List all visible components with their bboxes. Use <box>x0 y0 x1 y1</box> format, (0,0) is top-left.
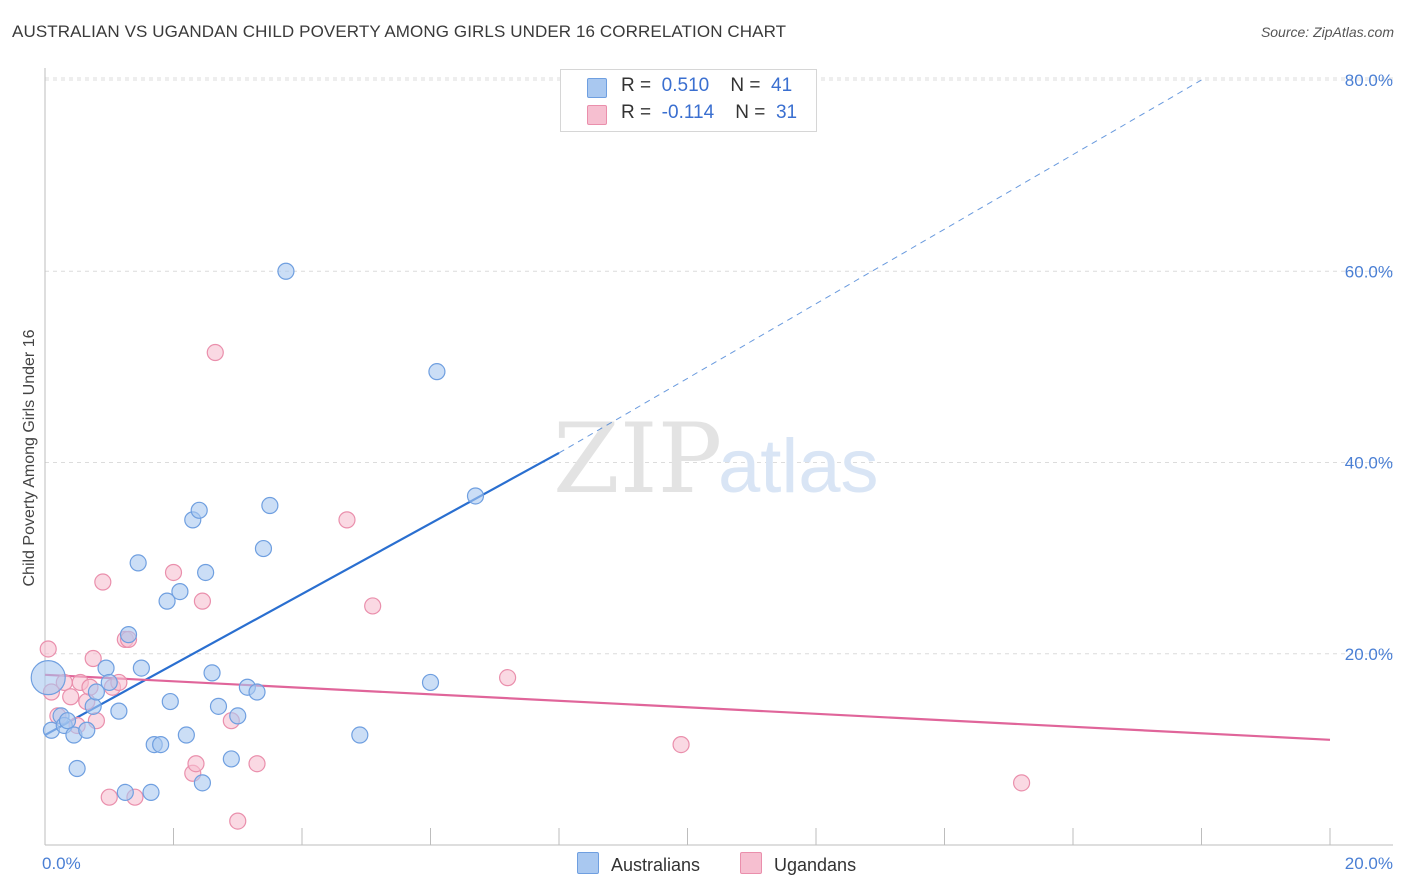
bottom-legend-ugandans: Ugandans <box>740 852 856 876</box>
australians-point <box>110 702 128 720</box>
australians-point <box>177 726 195 744</box>
legend: R = 0.510 N = 41 R = -0.114 N = 31 <box>560 69 817 132</box>
australians-point <box>68 759 86 778</box>
australians-point <box>100 673 118 692</box>
ugandans-point <box>187 755 205 773</box>
legend-n-label: N = <box>730 75 761 96</box>
tick-labels: 20.0% 40.0% 60.0% 80.0% 0.0% 20.0% <box>42 71 1393 873</box>
y-tick-label: 40.0% <box>1345 454 1393 473</box>
legend-n-value: 41 <box>771 75 793 96</box>
australians-point <box>421 673 440 692</box>
australians-point <box>78 721 96 739</box>
watermark-zip: ZIP <box>553 403 722 515</box>
bottom-legend-australians: Australians <box>577 852 700 876</box>
bottom-legend-label: Ugandans <box>774 855 857 875</box>
y-tick-label: 60.0% <box>1345 262 1393 281</box>
ugandans-point <box>94 573 112 591</box>
australians-point <box>171 582 189 601</box>
australians-point <box>248 683 266 701</box>
australians-point <box>466 487 485 505</box>
ugandans-point <box>248 755 266 773</box>
y-tick-label: 20.0% <box>1345 645 1393 664</box>
australians-point <box>158 592 176 610</box>
australians-point <box>58 712 77 730</box>
australians-point <box>190 501 208 519</box>
australians-point <box>142 783 160 802</box>
chart-title: AUSTRALIAN VS UGANDAN CHILD POVERTY AMON… <box>12 22 787 41</box>
y-tick-label: 80.0% <box>1345 71 1393 90</box>
source-credit: Source: ZipAtlas.com <box>1260 24 1394 40</box>
australians-point <box>161 692 179 711</box>
ugandans-point <box>206 343 224 362</box>
ugandans-point <box>364 597 382 615</box>
australians-point <box>129 554 147 572</box>
legend-n-value: 31 <box>775 102 798 123</box>
australians-point <box>193 774 212 792</box>
legend-r-label: R = <box>621 75 652 96</box>
australians-point <box>254 539 273 558</box>
australians-point <box>87 683 106 701</box>
ugandans-point <box>62 688 80 706</box>
australians-point <box>203 664 221 682</box>
legend-r-value: 0.510 <box>661 75 710 96</box>
australians-point <box>97 659 115 677</box>
australians-point <box>428 363 446 381</box>
data-points <box>30 262 1031 830</box>
australians-point <box>261 496 279 515</box>
ugandans-point <box>338 511 356 529</box>
australians-point <box>84 697 102 715</box>
bottom-legend-swatch-pink <box>740 852 762 874</box>
legend-r-value: -0.114 <box>661 102 715 123</box>
legend-n-label: N = <box>735 102 766 123</box>
australians-point <box>30 660 66 696</box>
legend-swatch-blue <box>587 78 607 98</box>
ugandans-point <box>39 640 57 658</box>
legend-swatch-pink <box>587 105 607 125</box>
ugandans-trend-line <box>44 673 1331 741</box>
ugandans-point <box>100 788 118 806</box>
ugandans-point <box>499 669 517 687</box>
bottom-legend-label: Australians <box>611 855 701 875</box>
axes <box>44 68 1393 846</box>
ugandans-point <box>193 592 212 610</box>
australians-point <box>152 735 170 754</box>
australians-point <box>351 726 369 744</box>
ugandans-point <box>229 812 247 830</box>
ugandans-point <box>672 735 690 754</box>
x-tick-label: 20.0% <box>1345 854 1393 873</box>
australians-point <box>222 750 240 768</box>
gridlines <box>45 77 1393 655</box>
watermark: ZIP atlas <box>553 403 879 515</box>
australians-trend-extension <box>558 79 1202 454</box>
australians-point <box>119 626 138 644</box>
australians-point <box>209 697 228 715</box>
bottom-legend-swatch-blue <box>577 852 599 874</box>
australians-point <box>197 563 215 582</box>
y-axis-label: Child Poverty Among Girls Under 16 <box>21 329 38 586</box>
australians-point <box>277 262 295 280</box>
australians-point <box>229 707 247 725</box>
australians-point <box>116 783 134 802</box>
legend-r-label: R = <box>621 102 652 123</box>
ugandans-point <box>1012 774 1031 792</box>
ugandans-point <box>164 563 183 582</box>
x-tick-label: 0.0% <box>42 854 81 873</box>
ugandans-point <box>84 649 102 668</box>
watermark-atlas: atlas <box>718 424 879 509</box>
australians-point <box>132 659 150 677</box>
